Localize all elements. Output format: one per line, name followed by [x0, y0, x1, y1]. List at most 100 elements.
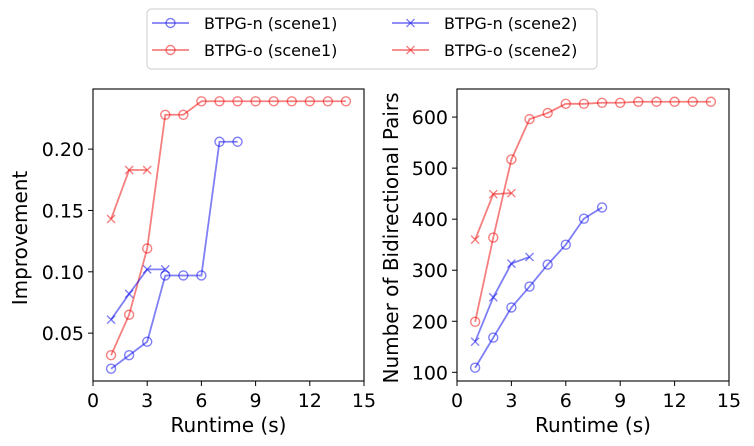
y-tick-label: 100: [412, 362, 448, 384]
x-tick-label: 0: [87, 390, 99, 412]
data-point: [705, 96, 717, 107]
data-point: [196, 270, 207, 281]
y-tick-label: 300: [412, 260, 448, 282]
series-line: [110, 268, 166, 321]
legend-marker: [406, 45, 415, 55]
series-btpg-o-scene2-: [106, 165, 152, 224]
data-point: [106, 315, 116, 325]
data-point: [506, 188, 516, 198]
data-point: [560, 98, 571, 110]
data-point: [141, 336, 153, 347]
data-point: [560, 239, 571, 250]
x-tick-label: 9: [614, 390, 626, 412]
legend-entry: BTPG-o (scene2): [392, 41, 577, 60]
x-tick-label: 6: [560, 390, 572, 412]
x-tick-label: 15: [352, 390, 376, 412]
x-tick-label: 15: [717, 390, 741, 412]
data-point: [286, 96, 297, 107]
y-tick-label: 0.15: [42, 200, 84, 222]
series-line: [110, 169, 148, 220]
series-btpg-n-scene2-: [106, 264, 170, 325]
x-tick-label: 0: [451, 390, 463, 412]
data-point: [105, 350, 117, 361]
data-point: [687, 96, 698, 107]
legend-label: BTPG-o (scene2): [444, 41, 577, 60]
data-point: [578, 98, 590, 110]
x-axis-label: Runtime (s): [171, 413, 287, 437]
data-point: [488, 189, 498, 199]
legend-marker: [406, 18, 415, 28]
data-point: [596, 97, 608, 108]
x-tick-label: 3: [505, 390, 517, 412]
data-point: [488, 232, 499, 243]
legend-marker: [165, 44, 176, 56]
data-point: [160, 264, 170, 274]
y-tick-label: 0.20: [42, 139, 84, 161]
y-axis-label: Number of Bidirectional Pairs: [379, 92, 403, 383]
data-point: [525, 252, 535, 262]
y-tick-label: 200: [412, 311, 448, 333]
data-point: [578, 213, 590, 224]
data-point: [124, 289, 134, 299]
data-point: [123, 350, 135, 361]
y-axis-label: Improvement: [8, 171, 32, 306]
data-point: [178, 270, 189, 281]
series-btpg-n-scene1-: [469, 202, 608, 373]
data-point: [214, 96, 225, 107]
data-point: [669, 96, 680, 107]
series-btpg-o-scene1-: [469, 96, 717, 327]
data-point: [232, 96, 243, 107]
series-btpg-n-scene2-: [470, 252, 535, 347]
data-point: [232, 136, 243, 147]
series-line: [110, 100, 346, 356]
data-point: [142, 165, 152, 175]
data-point: [506, 259, 516, 269]
data-point: [470, 337, 480, 347]
data-point: [542, 107, 553, 119]
data-point: [106, 214, 116, 224]
legend: BTPG-n (scene1) BTPG-o (scene1) BTPG-n (sc…: [146, 8, 598, 70]
axes-frame: [456, 88, 730, 382]
series-line: [474, 206, 603, 369]
y-tick-label: 600: [412, 107, 448, 129]
x-tick-label: 12: [298, 390, 322, 412]
legend-label: BTPG-n (scene1): [204, 14, 337, 33]
data-point: [178, 109, 189, 120]
data-point: [488, 332, 499, 343]
series-btpg-o-scene1-: [105, 96, 352, 361]
data-point: [123, 309, 135, 320]
data-point: [633, 96, 644, 107]
x-tick-label: 3: [141, 390, 153, 412]
legend-entry: BTPG-n (scene2): [392, 14, 577, 33]
x-tick-label: 9: [250, 390, 262, 412]
series-line: [474, 100, 711, 322]
data-point: [596, 202, 608, 213]
data-point: [322, 96, 334, 107]
data-point: [651, 96, 662, 107]
data-point: [470, 235, 480, 245]
legend-label: BTPG-o (scene1): [204, 41, 337, 60]
data-point: [469, 362, 481, 373]
legend-marker: [165, 17, 176, 29]
data-point: [615, 97, 626, 108]
data-point: [524, 281, 535, 292]
data-point: [105, 363, 117, 374]
data-point: [524, 113, 535, 125]
data-point: [250, 96, 261, 107]
x-tick-label: 6: [195, 390, 207, 412]
series-line: [474, 256, 530, 343]
data-point: [340, 96, 352, 107]
data-point: [142, 264, 152, 274]
data-point: [506, 302, 517, 313]
data-point: [160, 109, 171, 120]
data-point: [542, 259, 553, 270]
chart-bidirectional-pairs: 0 3 6 9 12 15 100 200 300 400 500 600 Runtime (s) Num…: [379, 88, 741, 437]
legend-entry: BTPG-n (scene1): [152, 14, 337, 33]
legend-label: BTPG-n (scene2): [444, 14, 577, 33]
data-point: [469, 316, 481, 327]
data-point: [304, 96, 315, 107]
data-point: [160, 270, 171, 281]
y-tick-label: 0.10: [42, 262, 84, 284]
axes-frame: [92, 88, 365, 382]
series-btpg-n-scene1-: [105, 136, 243, 374]
